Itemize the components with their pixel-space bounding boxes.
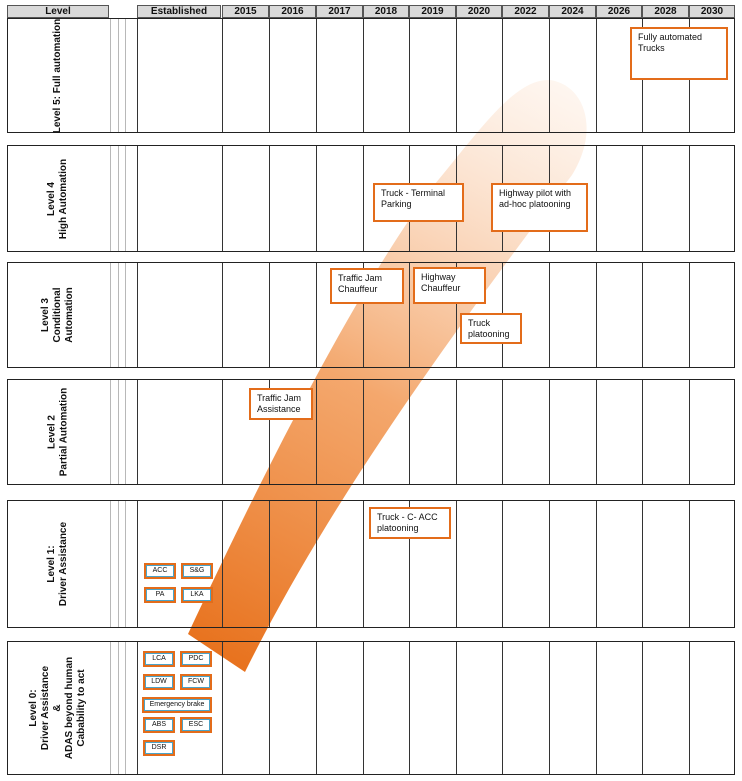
chip-lca: LCA: [143, 651, 175, 667]
year-header-2026: 2026: [596, 5, 642, 18]
chip-s-and-g: S&G: [181, 563, 213, 579]
band-level-2: [7, 379, 735, 485]
year-header-2016: 2016: [269, 5, 316, 18]
function-fully-automated-trucks: Fully automated Trucks: [630, 27, 728, 80]
function-truck-platooning: Truck platooning: [460, 313, 522, 344]
function-traffic-jam-assistance: Traffic Jam Assistance: [249, 388, 313, 420]
chip-dsr: DSR: [143, 740, 175, 756]
year-header-2030: 2030: [689, 5, 735, 18]
chip-lka: LKA: [181, 587, 213, 603]
year-header-2020: 2020: [456, 5, 502, 18]
band-level-4: [7, 145, 735, 252]
year-header-2019: 2019: [409, 5, 456, 18]
level-2-label: Level 2 Partial Automation: [7, 379, 109, 485]
level-0-line-1: Level 0:: [28, 689, 40, 727]
level-0-line-5: Cabability to act: [76, 669, 88, 747]
established-header-label: Established: [150, 6, 208, 17]
level-0-line-4: ADAS beyond human: [64, 656, 76, 760]
year-header-2018: 2018: [363, 5, 409, 18]
chip-acc: ACC: [144, 563, 176, 579]
chip-abs: ABS: [143, 717, 175, 733]
level-header-label: Level: [45, 6, 71, 17]
level-4-line-2: High Automation: [57, 158, 69, 239]
band-level-3: [7, 262, 735, 368]
level-1-line-2: Driver Assistance: [58, 521, 69, 607]
year-header-2015: 2015: [222, 5, 269, 18]
function-truck-terminal-parking: Truck - Terminal Parking: [373, 183, 464, 222]
function-highway-pilot: Highway pilot with ad-hoc platooning: [491, 183, 588, 232]
level-4-line-1: Level 4: [45, 181, 57, 216]
level-2-line-1: Level 2: [46, 415, 57, 449]
chip-ldw: LDW: [143, 674, 175, 690]
function-highway-chauffeur: Highway Chauffeur: [413, 267, 486, 304]
level-2-line-2: Partial Automation: [58, 387, 69, 477]
level-0-line-3: &: [52, 704, 64, 712]
level-4-label: Level 4 High Automation: [7, 145, 109, 252]
chip-fcw: FCW: [180, 674, 212, 690]
year-header-2017: 2017: [316, 5, 363, 18]
level-3-line-2: Conditional: [51, 287, 63, 343]
level-1-label: Level 1: Driver Assistance: [7, 500, 109, 628]
function-truck-c-acc-platooning: Truck - C- ACC platooning: [369, 507, 451, 539]
level-3-line-3: Automation: [63, 287, 75, 343]
level-5-line-1: Level 5: Full automation: [52, 18, 63, 133]
level-1-line-1: Level 1:: [46, 545, 57, 583]
level-5-label: Level 5: Full automation: [7, 18, 109, 133]
chip-emergency-brake: Emergency brake: [142, 697, 212, 713]
year-header-2022: 2022: [502, 5, 549, 18]
level-0-line-2: Driver Assistance: [40, 665, 52, 751]
chip-pdc: PDC: [180, 651, 212, 667]
level-3-label: Level 3 Conditional Automation: [7, 262, 109, 368]
year-header-2028: 2028: [642, 5, 689, 18]
band-level-1: [7, 500, 735, 628]
level-header: Level: [7, 5, 109, 18]
level-3-line-1: Level 3: [39, 298, 51, 332]
level-0-label: Level 0: Driver Assistance & ADAS beyond hu…: [7, 641, 109, 775]
chip-pa: PA: [144, 587, 176, 603]
function-traffic-jam-chauffeur: Traffic Jam Chauffeur: [330, 268, 404, 304]
band-level-0: [7, 641, 735, 775]
chip-esc: ESC: [180, 717, 212, 733]
established-header: Established: [137, 5, 221, 18]
year-header-2024: 2024: [549, 5, 596, 18]
band-level-5: [7, 18, 735, 133]
